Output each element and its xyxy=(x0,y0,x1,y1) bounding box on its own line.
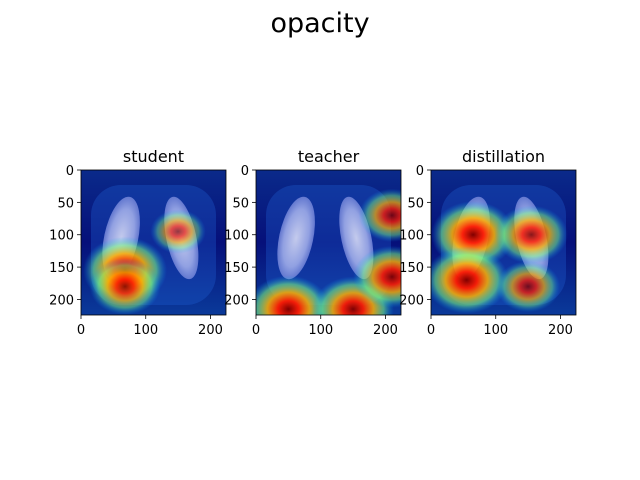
axes-frame xyxy=(430,169,577,316)
x-tick-label: 0 xyxy=(252,323,260,338)
y-tick-label: 200 xyxy=(399,293,424,308)
hotspot-0 xyxy=(256,275,331,315)
hotspot-3 xyxy=(495,260,561,313)
y-tick-label: 150 xyxy=(49,261,74,276)
x-tick-label: 100 xyxy=(483,323,508,338)
y-tick-label: 150 xyxy=(224,261,249,276)
y-tick-label: 150 xyxy=(399,261,424,276)
hotspot-1 xyxy=(431,246,509,314)
x-tick-label: 0 xyxy=(427,323,435,338)
x-tick-label: 0 xyxy=(77,323,85,338)
y-tick-label: 50 xyxy=(407,196,424,211)
y-tick-label: 100 xyxy=(224,229,249,244)
y-tick-label: 0 xyxy=(416,164,424,179)
axes-frame xyxy=(80,169,227,316)
y-tick-label: 50 xyxy=(232,196,249,211)
heatmap-image xyxy=(256,170,401,315)
figure-title: opacity xyxy=(270,8,369,39)
heatmap-image xyxy=(81,170,226,315)
hotspot-2 xyxy=(494,205,568,264)
x-tick-label: 100 xyxy=(133,323,158,338)
axes-frame xyxy=(255,169,402,316)
panel-title: distillation xyxy=(462,147,545,166)
heatmap-image xyxy=(431,170,576,315)
panel-title: teacher xyxy=(298,147,360,166)
y-tick-label: 200 xyxy=(49,293,74,308)
x-tick-label: 100 xyxy=(308,323,333,338)
x-tick-label: 200 xyxy=(373,323,398,338)
hotspot-2 xyxy=(150,209,206,254)
left-lung xyxy=(277,196,315,280)
panel-title: student xyxy=(123,147,184,166)
y-tick-label: 200 xyxy=(224,293,249,308)
y-tick-label: 0 xyxy=(241,164,249,179)
hotspot-2 xyxy=(353,245,401,308)
y-tick-label: 50 xyxy=(57,196,74,211)
hotspot-1 xyxy=(89,258,161,315)
y-tick-label: 100 xyxy=(49,229,74,244)
hotspot-3 xyxy=(358,188,401,242)
x-tick-label: 200 xyxy=(548,323,573,338)
x-tick-label: 200 xyxy=(198,323,223,338)
y-tick-label: 100 xyxy=(399,229,424,244)
y-tick-label: 0 xyxy=(66,164,74,179)
